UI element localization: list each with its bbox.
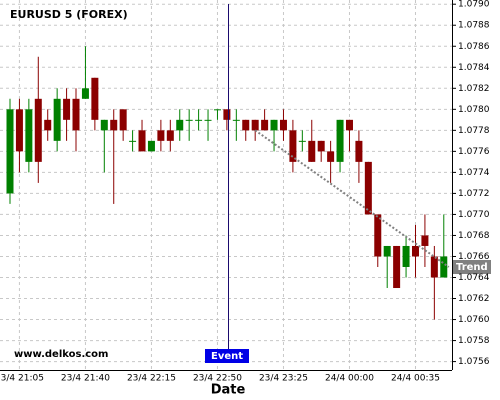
candle-body [213,109,221,111]
y-tick-label: 1.0784 [458,63,490,73]
y-tick-label: 1.0772 [458,189,490,199]
candle-body [204,119,212,121]
candle-body [138,130,146,152]
candle-body [383,245,391,257]
candle-body [176,119,184,131]
candle-body [25,109,33,162]
x-tick-label: 24/4 00:00 [325,374,374,384]
candle-body [355,140,363,162]
candle-body [374,214,382,257]
y-tick-label: 1.0778 [458,126,490,136]
x-tick-label: 23/4 22:15 [127,374,176,384]
y-tick-label: 1.0786 [458,42,490,52]
trend-line [254,129,450,268]
candle-body [270,119,278,131]
annotations: Trend Event [205,4,491,363]
event-label: Event [211,351,243,362]
x-tick-label: 23/4 21:05 [0,374,44,384]
candle-body [364,161,372,215]
y-tick-label: 1.0790 [458,0,490,10]
candle-body [393,245,401,289]
candle-body [289,130,297,162]
x-tick-label: 23/4 22:50 [193,374,242,384]
candle-body [72,98,80,131]
candle-body [308,140,316,162]
watermark: www.delkos.com [14,349,108,360]
candle-body [223,109,231,120]
candles [6,46,448,320]
y-tick-label: 1.0762 [458,294,490,304]
candle-body [440,256,448,278]
candle-body [336,119,344,162]
candle-body [34,98,42,162]
candle-body [261,119,269,131]
y-tick-label: 1.0770 [458,210,490,220]
candle-body [251,119,259,131]
y-tick-label: 1.0766 [458,252,490,262]
candle-body [430,256,438,278]
y-tick-label: 1.0764 [458,273,490,283]
candle-body [110,119,118,131]
y-tick-label: 1.0774 [458,168,490,178]
trend-label: Trend [456,262,488,273]
y-tick-label: 1.0758 [458,336,490,346]
candle-body [411,245,419,257]
candle-body [44,119,52,131]
y-tick-label: 1.0776 [458,147,490,157]
x-tick-label: 24/4 00:35 [391,374,440,384]
candle-body [91,77,99,120]
y-tick-label: 1.0768 [458,231,490,241]
candle-body [63,98,71,120]
candle-body [100,119,108,131]
candle-body [15,109,23,152]
candle-body [345,119,353,131]
event-label-box [205,349,249,363]
candle-body [421,235,429,246]
chart-title: EURUSD 5 (FOREX) [10,8,128,21]
candle-body [242,119,250,131]
candle-body [402,245,410,267]
candle-body [317,140,325,152]
candle-body [185,119,193,121]
y-tick-label: 1.0780 [458,105,490,115]
candle-body [53,98,61,141]
x-axis-title: Date [211,383,246,398]
x-tick-label: 23/4 21:40 [61,374,110,384]
candle-body [81,88,89,99]
y-tick-label: 1.0760 [458,315,490,325]
candle-body [298,140,306,142]
trend-label-box [453,259,491,274]
candle-body [147,140,155,152]
candle-body [232,119,240,121]
candle-body [166,130,174,141]
candle-body [129,140,137,142]
candle-body [157,130,165,141]
candle-body [6,109,14,194]
candle-body [195,119,203,121]
x-tick-label: 23/4 23:25 [259,374,308,384]
y-tick-label: 1.0782 [458,84,490,94]
candle-body [279,119,287,131]
candle-body [327,151,335,162]
y-tick-label: 1.0756 [458,357,490,367]
y-tick-label: 1.0788 [458,21,490,31]
candle-body [119,109,127,131]
